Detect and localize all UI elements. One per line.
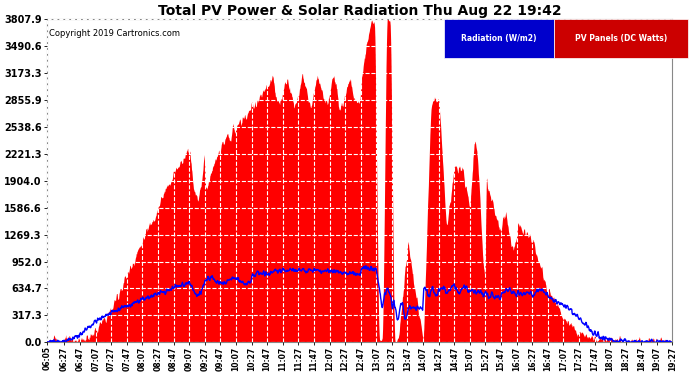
Title: Total PV Power & Solar Radiation Thu Aug 22 19:42: Total PV Power & Solar Radiation Thu Aug… xyxy=(158,4,562,18)
Text: Copyright 2019 Cartronics.com: Copyright 2019 Cartronics.com xyxy=(48,29,179,38)
Text: Radiation (W/m2): Radiation (W/m2) xyxy=(461,34,537,43)
Bar xyxy=(553,20,688,58)
Bar xyxy=(444,20,553,58)
Text: PV Panels (DC Watts): PV Panels (DC Watts) xyxy=(575,34,667,43)
